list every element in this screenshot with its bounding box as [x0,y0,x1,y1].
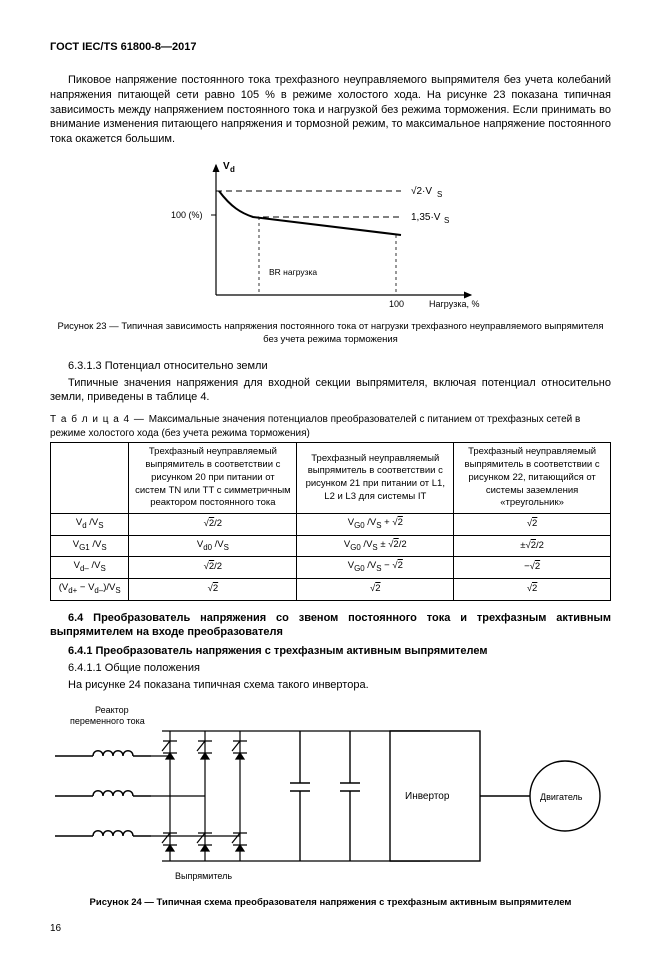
table4-col1: Трехфазный неуправляемый выпрямитель в с… [129,443,297,514]
table4-cell: VG0 /VS ± √2/2 [297,535,454,557]
section-6313-head: 6.3.1.3 Потенциал относительно земли [50,359,611,374]
table4-cell: Vd0 /VS [129,535,297,557]
table4-caption: Т а б л и ц а 4 — Максимальные значения … [50,413,611,440]
figure-23-caption: Рисунок 23 — Типичная зависимость напряж… [50,321,611,347]
figure-23-chart: V d 100 (%) √2·V S 1,35·V S BR нагрузка … [141,155,521,315]
chart-sqrt2vs-label: √2·V [411,185,432,197]
chart-br-label: BR нагрузка [269,267,317,277]
table4-cell: −√2 [454,557,611,579]
section-6313-body: Типичные значения напряжения для входной… [50,376,611,406]
table4-cell: √2 [454,579,611,601]
table4-cell: √2/2 [129,514,297,536]
table4-col0 [51,443,129,514]
table4-cell: Vd– /VS [51,557,129,579]
chart-x-label: Нагрузка, % [429,299,479,309]
section-6-4-1-1: 6.4.1.1 Общие положения [50,661,611,676]
table4-col2: Трехфазный неуправляемый выпрямитель в с… [297,443,454,514]
figure-24-diagram: Реактор переменного тока [50,701,611,891]
label-reactor: Реактор [95,705,129,715]
table4-cell: √2 [129,579,297,601]
label-inverter: Инвертор [405,791,450,802]
figure-24-caption: Рисунок 24 — Типичная схема преобразоват… [50,897,611,910]
table4-cell: √2 [297,579,454,601]
svg-text:переменного тока: переменного тока [70,716,145,726]
table4-cell: √2 [454,514,611,536]
section-6-4-1: 6.4.1 Преобразователь напряжения с трехф… [50,644,611,659]
chart-x-100: 100 [389,299,404,309]
label-motor: Двигатель [540,792,583,802]
table4-cell: VG0 /VS − √2 [297,557,454,579]
label-rectifier: Выпрямитель [175,871,232,881]
table4-cell: VG1 /VS [51,535,129,557]
table4-caption-prefix: Т а б л и ц а 4 — [50,414,149,425]
table4-cell: (Vd+ − Vd–)/VS [51,579,129,601]
table4-cell: √2/2 [129,557,297,579]
section-6-4: 6.4 Преобразователь напряжения со звеном… [50,611,611,641]
table4-cell: Vd /VS [51,514,129,536]
document-header: ГОСТ IEC/TS 61800-8—2017 [50,40,611,55]
table-4: Трехфазный неуправляемый выпрямитель в с… [50,442,611,600]
svg-text:S: S [437,190,442,199]
chart-y-label: V [223,161,230,172]
chart-135vs-label: 1,35·V [411,212,441,223]
table4-col3: Трехфазный неуправляемый выпрямитель в с… [454,443,611,514]
page-number: 16 [50,922,611,936]
section-6-4-1-1-body: На рисунке 24 показана типичная схема та… [50,678,611,693]
chart-y-tick: 100 (%) [171,210,203,220]
table4-cell: VG0 /VS + √2 [297,514,454,536]
svg-text:d: d [230,165,235,174]
paragraph-intro: Пиковое напряжение постоянного тока трех… [50,73,611,147]
table4-cell: ±√2/2 [454,535,611,557]
svg-text:S: S [444,216,449,225]
